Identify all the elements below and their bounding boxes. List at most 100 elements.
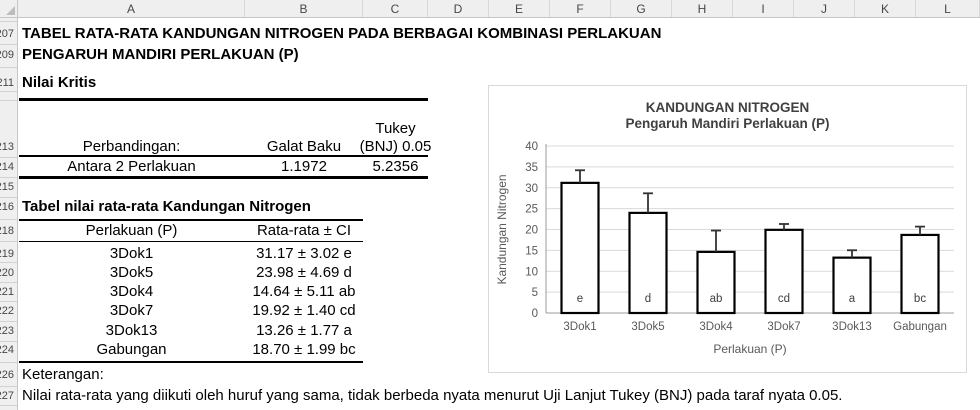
row-header-214[interactable]: 214 — [0, 161, 14, 173]
cell-antara[interactable]: Antara 2 Perlakuan — [67, 158, 196, 175]
cell-rata-3Dok7[interactable]: 19.92 ± 1.40 cd — [252, 302, 356, 319]
row-header-223[interactable]: 223 — [0, 325, 14, 337]
bar-3Dok4[interactable] — [696, 250, 736, 315]
bar-3Dok5[interactable] — [628, 211, 668, 315]
bar-3Dok7[interactable] — [764, 228, 804, 315]
column-header-E[interactable]: E — [489, 0, 550, 17]
cell-perbandingan[interactable]: Perbandingan: — [82, 138, 181, 155]
row-header-211[interactable]: 211 — [0, 77, 14, 89]
column-header-A[interactable]: A — [18, 0, 245, 17]
row-separator — [0, 100, 17, 101]
table-border-rule — [19, 240, 363, 242]
cell-subtitle[interactable]: PENGARUH MANDIRI PERLAKUAN (P) — [22, 46, 299, 63]
column-header-C[interactable]: C — [363, 0, 428, 17]
bar-Gabungan[interactable] — [900, 233, 940, 315]
row-header-226[interactable]: 226 — [0, 369, 14, 381]
y-tick-label: 0 — [532, 308, 538, 320]
x-tick-label: 3Dok4 — [699, 321, 733, 333]
x-axis-title: Perlakuan (P) — [713, 342, 786, 356]
bar-letter-label: e — [577, 293, 583, 305]
row-header-218[interactable]: 218 — [0, 224, 14, 237]
row-separator — [0, 21, 17, 22]
column-header-L[interactable]: L — [916, 0, 980, 17]
y-tick-label: 5 — [532, 287, 538, 299]
column-header-H[interactable]: H — [672, 0, 733, 17]
row-separator — [0, 197, 17, 198]
row-header-224[interactable]: 224 — [0, 343, 14, 356]
bar-letter-label: a — [849, 293, 856, 305]
row-separator — [0, 261, 17, 263]
y-tick-label: 35 — [525, 162, 538, 174]
cell-perlakuan-header[interactable]: Perlakuan (P) — [85, 221, 178, 239]
cell-rata-3Dok4[interactable]: 14.64 ± 5.11 ab — [252, 282, 356, 300]
chart-canvas: 0 5 10 15 20 25 30 35 40 e 3Dok1 d 3Dok5 ab 3Dok4 cd 3Do… — [495, 100, 954, 356]
row-separator — [0, 177, 17, 178]
row-header-219[interactable]: 219 — [0, 248, 14, 260]
column-header-K[interactable]: K — [855, 0, 916, 17]
row-separator — [0, 281, 17, 283]
cell-tukey-value[interactable]: 5.2356 — [372, 158, 419, 175]
row-separator — [0, 66, 17, 68]
row-separator — [0, 385, 17, 387]
column-header-D[interactable]: D — [428, 0, 489, 17]
column-header-J[interactable]: J — [794, 0, 855, 17]
y-tick-label: 25 — [525, 204, 538, 216]
chart-subtitle: Pengaruh Mandiri Perlakuan (P) — [625, 116, 829, 131]
column-header-F[interactable]: F — [550, 0, 611, 17]
cell-perlakuan-Gabungan[interactable]: Gabungan — [96, 340, 167, 358]
row-separator — [0, 340, 17, 342]
y-axis-title: Kandungan Nitrogen — [495, 174, 509, 284]
column-header-B[interactable]: B — [245, 0, 363, 17]
y-tick-label: 10 — [525, 266, 538, 278]
cell-tukey-line1[interactable]: Tukey — [375, 120, 416, 137]
cell-section2[interactable]: Tabel nilai rata-rata Kandungan Nitrogen — [22, 198, 311, 215]
row-header-213[interactable]: 213 — [0, 141, 14, 153]
x-tick-label: Gabungan — [893, 321, 947, 333]
chart-title: KANDUNGAN NITROGEN — [646, 100, 810, 115]
y-tick-label: 40 — [525, 141, 538, 153]
cell-rata-Gabungan[interactable]: 18.70 ± 1.99 bc — [252, 340, 356, 358]
column-header-G[interactable]: G — [611, 0, 672, 17]
column-header-I[interactable]: I — [733, 0, 794, 17]
x-tick-label: 3Dok13 — [832, 321, 872, 333]
row-header-216[interactable]: 216 — [0, 201, 14, 213]
cell-rata-3Dok5[interactable]: 23.98 ± 4.69 d — [256, 263, 352, 281]
row-header-221[interactable]: 221 — [0, 285, 14, 298]
row-header-220[interactable]: 220 — [0, 266, 14, 279]
row-header-209[interactable]: 209 — [0, 49, 14, 61]
table-border-rule — [19, 360, 363, 363]
cell-rata-3Dok13[interactable]: 13.26 ± 1.77 a — [256, 322, 352, 339]
table-border-rule — [19, 98, 428, 101]
cell-title[interactable]: TABEL RATA-RATA KANDUNGAN NITROGEN PADA … — [22, 25, 662, 42]
cell-galat-baku[interactable]: Galat Baku — [266, 138, 342, 155]
cell-galat-value[interactable]: 1.1972 — [281, 158, 327, 175]
row-header-222[interactable]: 222 — [0, 305, 14, 317]
x-tick-label: 3Dok5 — [631, 321, 664, 333]
cell-keterangan-note[interactable]: Nilai rata-rata yang diikuti oleh huruf … — [22, 387, 843, 404]
bar-3Dok13[interactable] — [832, 256, 872, 315]
bar-3Dok1[interactable] — [560, 181, 600, 315]
cell-perlakuan-3Dok5[interactable]: 3Dok5 — [109, 263, 154, 281]
cell-perlakuan-3Dok13[interactable]: 3Dok13 — [105, 322, 158, 339]
cell-perlakuan-3Dok1[interactable]: 3Dok1 — [109, 245, 154, 262]
row-headers: 207 209 211 213 214 215 216 218 219 220 221 222 223 2… — [0, 18, 18, 410]
nitrogen-bar-chart[interactable]: 0 5 10 15 20 25 30 35 40 e 3Dok1 d 3Dok5 ab 3Dok4 cd 3Do… — [488, 85, 967, 373]
cell-nilai-kritis[interactable]: Nilai Kritis — [22, 74, 97, 91]
row-header-207[interactable]: 207 — [0, 28, 14, 40]
bar-letter-label: ab — [710, 293, 723, 305]
row-header-227[interactable]: 227 — [0, 390, 14, 402]
bar-letter-label: d — [645, 293, 651, 305]
row-separator — [0, 241, 17, 242]
row-header-215[interactable]: 215 — [0, 181, 14, 193]
select-all-corner[interactable] — [0, 0, 18, 18]
cell-tukey-line2[interactable]: (BNJ) 0.05 — [359, 138, 432, 155]
cell-rata-header[interactable]: Rata-rata ± CI — [256, 221, 352, 239]
table-border-rule — [19, 218, 363, 221]
cell-perlakuan-3Dok4[interactable]: 3Dok4 — [109, 282, 154, 300]
y-tick-label: 30 — [525, 183, 538, 195]
cell-keterangan[interactable]: Keterangan: — [22, 366, 104, 383]
cell-perlakuan-3Dok7[interactable]: 3Dok7 — [109, 302, 154, 319]
cell-rata-3Dok1[interactable]: 31.17 ± 3.02 e — [256, 245, 352, 262]
